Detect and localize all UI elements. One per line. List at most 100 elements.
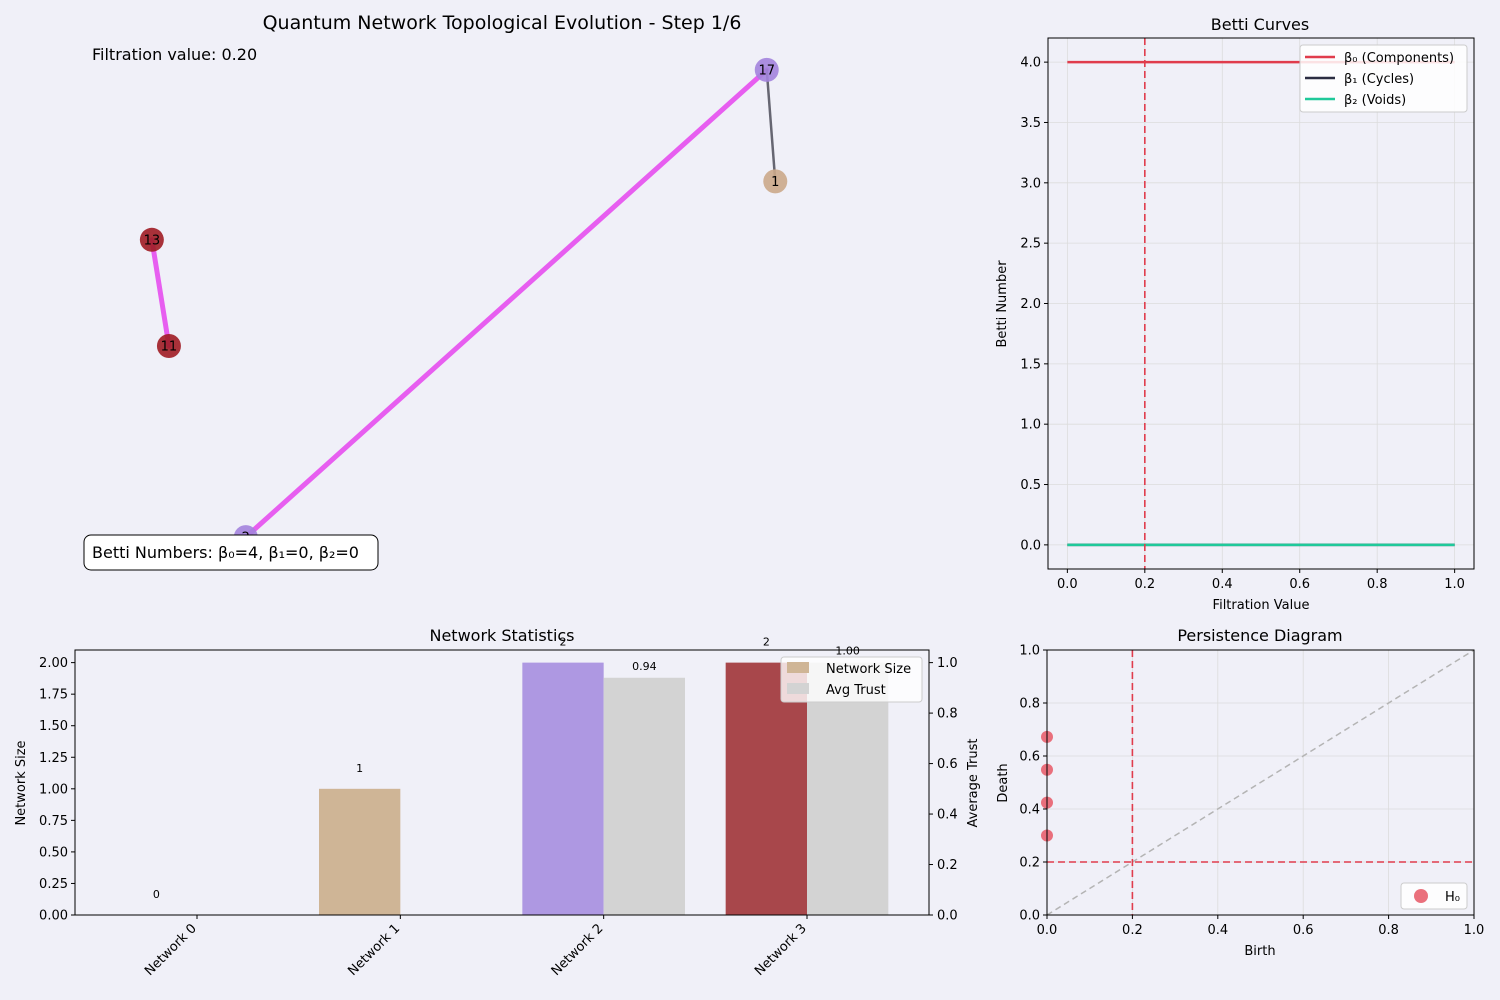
betti-y-tick-label-2: 1.0 [1020,418,1041,433]
betti-x-axis-label: Filtration Value [1213,598,1310,613]
statistics-left-tick-label-4: 1.00 [39,782,68,797]
persistence-y-tick-label-4: 0.8 [1019,697,1040,712]
statistics-axes-frame [74,649,930,916]
statistics-left-tick-label-5: 1.25 [39,751,68,766]
size-bar-label-2: 2 [560,636,567,649]
persistence-x-tick-label-1: 0.2 [1122,923,1143,938]
persistence-y-axis-label: Death [996,763,1011,802]
statistics-legend-swatch-0 [787,662,809,673]
persistence-x-tick-label-4: 0.8 [1378,923,1399,938]
betti-curves-title: Betti Curves [1211,15,1309,34]
betti-legend-label-0: β₀ (Components) [1344,51,1454,66]
persistence-y-tick-label-0: 0.0 [1019,909,1040,924]
betti-y-tick-label-4: 2.0 [1020,297,1041,312]
statistics-right-axis-label: Average Trust [966,738,981,827]
persistence-x-tick-label-3: 0.6 [1293,923,1314,938]
betti-legend-label-2: β₂ (Voids) [1344,93,1406,108]
size-bar-label-0: 0 [153,888,160,901]
graph-node-label-11: 11 [161,339,178,354]
statistics-legend: Network Size Avg Trust [780,656,923,703]
size-bar-2 [522,662,604,915]
size-bar-3 [725,662,807,915]
statistics-right-tick-label-0: 0.0 [937,909,958,924]
statistics-left-tick-label-8: 2.00 [39,656,68,671]
betti-x-tick-label-3: 0.6 [1289,577,1310,592]
betti-numbers-box [83,534,379,571]
statistics-left-axis-label: Network Size [14,740,29,825]
statistics-left-tick-label-1: 0.25 [39,877,68,892]
trust-bar-3 [807,662,889,915]
statistics-right-tick-label-2: 0.4 [937,808,958,823]
persistence-legend: H₀ [1400,882,1468,910]
graph-node-11 [156,333,181,358]
graph-node-1 [763,169,788,194]
betti-y-tick-label-8: 4.0 [1020,56,1041,71]
persistence-legend-box [1400,882,1468,910]
graph-node-13 [139,227,164,252]
persistence-y-tick-label-3: 0.6 [1019,750,1040,765]
persistence-y-tick-label-2: 0.4 [1019,803,1040,818]
betti-y-axis-label: Betti Number [995,260,1010,348]
trust-bar-2 [603,677,685,915]
persistence-ticks: 0.0 0.2 0.4 0.6 0.8 1.0 0.0 0.2 0.4 0.6 0.8 1.0 [1019,644,1484,939]
statistics-left-tick-label-2: 0.50 [39,845,68,860]
betti-y-tick-label-6: 3.0 [1020,176,1041,191]
trust-bar-label-2: 0.94 [632,660,657,673]
persistence-y-tick-label-1: 0.2 [1019,856,1040,871]
persistence-x-tick-label-2: 0.4 [1207,923,1228,938]
statistics-right-tick-label-1: 0.2 [937,858,958,873]
betti-x-tick-label-1: 0.2 [1134,577,1155,592]
graph-edges [149,67,777,540]
statistics-right-tick-label-4: 0.8 [937,707,958,722]
persistence-legend-label-0: H₀ [1445,890,1460,905]
statistics-bars: 0 1 2 0.94 2 1.00 [153,636,889,915]
network-graph-panel: Quantum Network Topological Evolution - … [83,12,788,571]
statistics-right-tick-label-3: 0.6 [937,757,958,772]
statistics-left-tick-label-3: 0.75 [39,814,68,829]
betti-curves-panel: Betti Curves 0.0 0.2 0.4 0.6 0.8 1.0 0.0 0.5 1.0… [995,15,1475,613]
statistics-legend-label-0: Network Size [826,662,911,677]
persistence-diagram-panel: Persistence Diagram 0.0 0.2 0.4 0.6 0.8 1.00.… [996,626,1484,959]
graph-node-label-17: 17 [758,63,775,78]
persistence-x-tick-label-5: 1.0 [1464,923,1485,938]
betti-x-tick-label-4: 0.8 [1367,577,1388,592]
persistence-legend-marker-0 [1414,889,1428,903]
graph-edge-17-1 [765,68,777,183]
graph-node-17 [754,57,779,82]
persistence-x-tick-label-0: 0.0 [1037,923,1058,938]
statistics-left-tick-label-6: 1.50 [39,719,68,734]
persistence-diagonal [1046,649,1475,916]
betti-legend: β₀ (Components) β₁ (Cycles) β₂ (Voids) [1299,44,1468,113]
network-statistics-title: Network Statistics [429,626,574,645]
betti-y-tick-label-5: 2.5 [1020,237,1041,252]
statistics-right-tick-label-5: 1.0 [937,656,958,671]
filtration-value-label: Filtration value: 0.20 [92,45,257,64]
persistence-diagram-title: Persistence Diagram [1177,626,1342,645]
graph-node-label-1: 1 [771,175,779,190]
persistence-x-axis-label: Birth [1244,944,1275,959]
betti-ticks: 0.0 0.2 0.4 0.6 0.8 1.0 0.0 0.5 1.0 1.5 2.0 2.5 3.0 3… [1020,56,1465,592]
size-bar-label-3: 2 [763,636,770,649]
betti-legend-box [1299,44,1468,113]
betti-y-tick-label-1: 0.5 [1020,478,1041,493]
size-bar-label-1: 1 [356,762,363,775]
statistics-legend-box [780,656,923,703]
network-graph-title: Quantum Network Topological Evolution - … [263,12,742,34]
betti-y-tick-label-7: 3.5 [1020,116,1041,131]
betti-y-tick-label-3: 1.5 [1020,357,1041,372]
betti-numbers-label: Betti Numbers: β₀=4, β₁=0, β₂=0 [92,543,359,562]
betti-legend-label-1: β₁ (Cycles) [1344,72,1414,87]
betti-x-tick-label-0: 0.0 [1057,577,1078,592]
statistics-legend-label-1: Avg Trust [826,683,886,698]
size-bar-1 [319,788,401,915]
betti-x-tick-label-5: 1.0 [1444,577,1465,592]
graph-node-label-13: 13 [144,233,161,248]
trust-bar-label-3: 1.00 [835,645,860,658]
persistence-y-tick-label-5: 1.0 [1019,644,1040,659]
persistence-axes-frame [1046,649,1475,916]
statistics-legend-swatch-1 [787,683,809,694]
betti-y-tick-label-0: 0.0 [1020,538,1041,553]
betti-x-tick-label-2: 0.4 [1212,577,1233,592]
statistics-left-tick-label-0: 0.00 [39,909,68,924]
